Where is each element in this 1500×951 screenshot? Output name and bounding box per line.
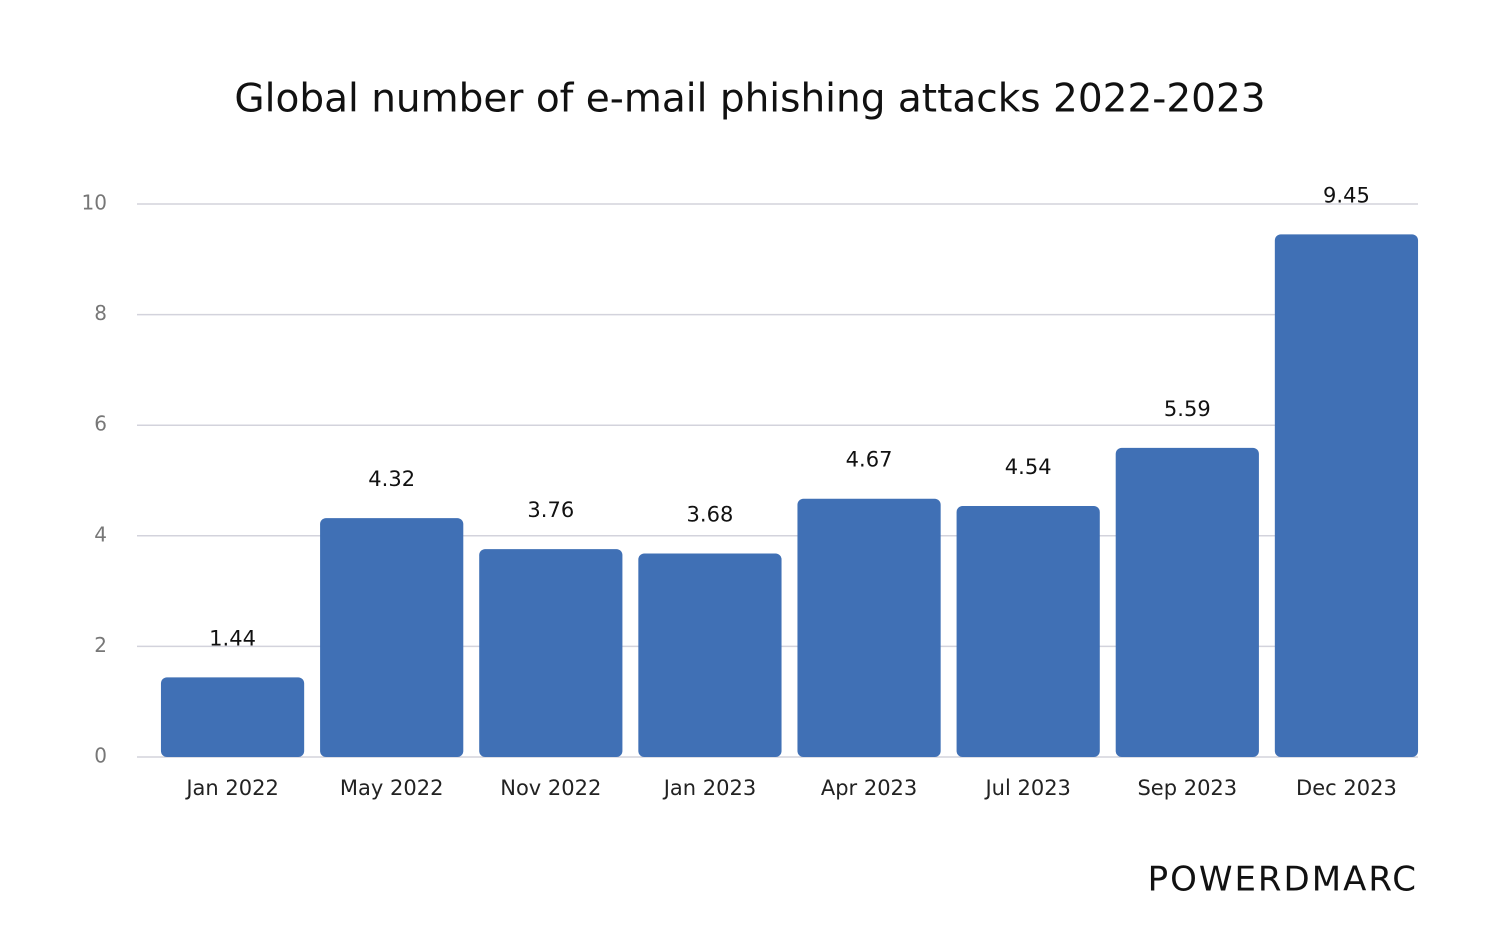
- y-tick-label: 2: [94, 633, 107, 657]
- value-label: 4.32: [368, 467, 415, 491]
- x-tick-label: Jan 2023: [662, 776, 757, 800]
- bar: [956, 505, 1100, 757]
- value-label: 3.68: [687, 502, 734, 526]
- chart-title: Global number of e-mail phishing attacks…: [234, 77, 1265, 122]
- value-label: 3.76: [527, 498, 574, 522]
- logo: POWERDMARC: [1148, 860, 1418, 900]
- x-tick-label: Jan 2022: [184, 776, 279, 800]
- x-tick-label: Nov 2022: [500, 776, 601, 800]
- value-label: 1.44: [209, 626, 256, 650]
- bar: [638, 553, 782, 757]
- bar: [1274, 234, 1419, 758]
- value-label: 4.54: [1005, 455, 1052, 479]
- value-label: 9.45: [1323, 183, 1370, 207]
- x-tick-label: Apr 2023: [821, 776, 917, 800]
- x-tick-label: Dec 2023: [1296, 776, 1397, 800]
- y-tick-label: 8: [94, 301, 107, 325]
- y-tick-label: 0: [94, 744, 107, 768]
- bar: [160, 677, 305, 757]
- y-tick-label: 10: [82, 191, 107, 215]
- x-tick-label: Sep 2023: [1137, 776, 1237, 800]
- value-label: 5.59: [1164, 397, 1211, 421]
- bar: [797, 498, 941, 757]
- bar: [1115, 447, 1259, 757]
- y-tick-label: 6: [94, 412, 107, 436]
- bar: [320, 518, 464, 757]
- y-tick-label: 4: [94, 522, 107, 546]
- x-tick-label: Jul 2023: [983, 776, 1070, 800]
- x-tick-label: May 2022: [340, 776, 444, 800]
- bar: [479, 549, 623, 757]
- value-label: 4.67: [846, 448, 893, 472]
